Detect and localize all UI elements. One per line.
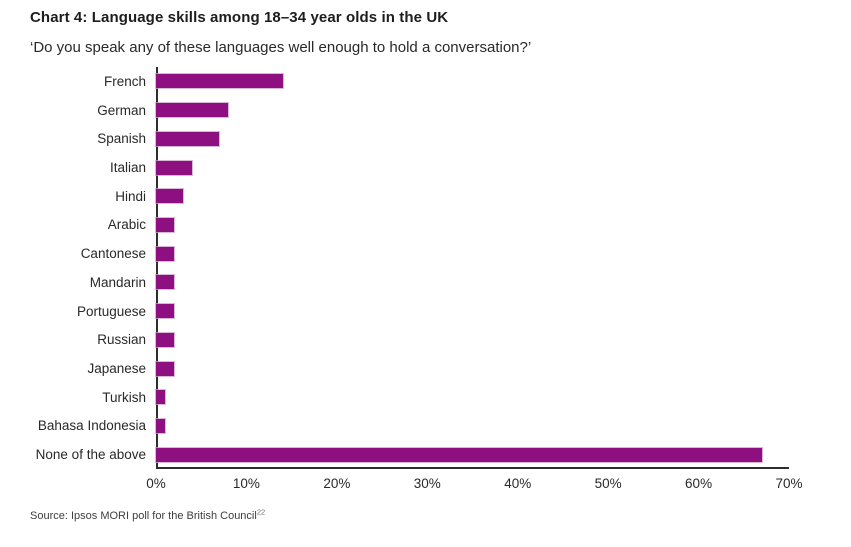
- category-label: Portuguese: [76, 303, 146, 319]
- bar-track: [156, 354, 789, 383]
- source-text: Source: Ipsos MORI poll for the British …: [30, 510, 257, 522]
- bar-row: Italian: [0, 153, 851, 182]
- bar: [156, 361, 175, 376]
- category-label: Italian: [109, 160, 146, 176]
- bar: [156, 390, 166, 405]
- bar: [156, 103, 229, 118]
- bar-track: [156, 153, 789, 182]
- bar-row: Bahasa Indonesia: [0, 412, 851, 441]
- x-axis-ticks: 0% 10% 20% 30% 40% 50% 60% 70%: [146, 469, 802, 493]
- bar-track: [156, 325, 789, 354]
- bar: [156, 217, 175, 232]
- bar-row: Cantonese: [0, 239, 851, 268]
- source-superscript: 22: [256, 507, 266, 517]
- bar-row: Turkish: [0, 383, 851, 412]
- category-label: Hindi: [115, 188, 146, 204]
- x-tick-label: 20%: [323, 476, 351, 491]
- bar: [156, 304, 175, 319]
- category-label: Japanese: [87, 361, 146, 377]
- x-tick-label: 70%: [775, 476, 803, 491]
- category-label: Bahasa Indonesia: [37, 418, 146, 434]
- bar-track: [156, 211, 789, 240]
- bar: [156, 447, 762, 462]
- bar-row: None of the above: [0, 440, 851, 469]
- category-label: Turkish: [102, 389, 146, 405]
- bar-row: Japanese: [0, 354, 851, 383]
- bar: [156, 160, 193, 175]
- bar-track: [156, 412, 789, 441]
- bar-track: [156, 440, 789, 469]
- bar-track: [156, 96, 789, 125]
- chart-panel: Chart 4: Language skills among 18–34 yea…: [0, 9, 851, 547]
- bar-row: Arabic: [0, 211, 851, 240]
- bar-track: [156, 297, 789, 326]
- bar-row: Russian: [0, 325, 851, 354]
- category-label: None of the above: [35, 447, 146, 463]
- x-tick-label: 60%: [685, 476, 713, 491]
- category-label: Cantonese: [80, 246, 146, 262]
- x-tick-label: 0%: [146, 476, 166, 491]
- x-tick-label: 50%: [594, 476, 622, 491]
- bar-rows: French German Spanish Italian Hindi Arabic Can…: [0, 67, 851, 469]
- bar: [156, 131, 220, 146]
- category-label: Spanish: [97, 131, 146, 147]
- category-label: French: [103, 73, 146, 89]
- chart-title: Chart 4: Language skills among 18–34 yea…: [30, 9, 449, 26]
- x-tick-label: 10%: [232, 476, 260, 491]
- category-label: German: [97, 102, 146, 118]
- bar-row: Hindi: [0, 182, 851, 211]
- category-label: Russian: [97, 332, 146, 348]
- bar-row: Mandarin: [0, 268, 851, 297]
- bar: [156, 189, 184, 204]
- bar-track: [156, 67, 789, 96]
- x-axis-line: [156, 467, 789, 469]
- bar: [156, 332, 175, 347]
- chart-subtitle: ‘Do you speak any of these languages wel…: [30, 39, 532, 56]
- bar: [156, 246, 175, 261]
- source-note: Source: Ipsos MORI poll for the British …: [30, 507, 851, 522]
- bar-track: [156, 124, 789, 153]
- bar-track: [156, 182, 789, 211]
- bar: [156, 74, 283, 89]
- category-label: Arabic: [107, 217, 146, 233]
- bar: [156, 275, 175, 290]
- category-label: Mandarin: [89, 274, 146, 290]
- bar-row: Spanish: [0, 124, 851, 153]
- x-tick-label: 30%: [413, 476, 441, 491]
- bar-chart: French German Spanish Italian Hindi Arabic Can…: [0, 67, 851, 469]
- bar-track: [156, 383, 789, 412]
- bar: [156, 418, 166, 433]
- y-axis-line: [156, 67, 158, 469]
- bar-row: German: [0, 96, 851, 125]
- bar-track: [156, 239, 789, 268]
- bar-track: [156, 268, 789, 297]
- x-tick-label: 40%: [504, 476, 532, 491]
- bar-row: Portuguese: [0, 297, 851, 326]
- bar-row: French: [0, 67, 851, 96]
